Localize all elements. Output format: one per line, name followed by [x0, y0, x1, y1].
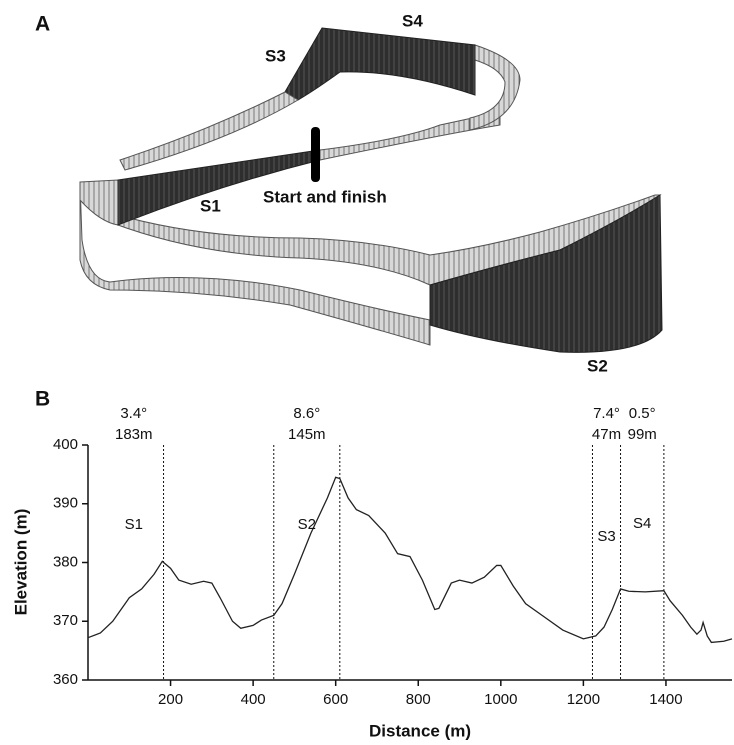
x-axis-label: Distance (m)	[369, 721, 471, 740]
panel-label: A	[35, 13, 50, 36]
x-tick-label: 1400	[649, 691, 682, 708]
section-label: S3	[265, 46, 286, 65]
x-tick-label: 1000	[484, 691, 517, 708]
y-tick-label: 370	[53, 612, 78, 629]
panel-label: B	[35, 388, 50, 411]
section-name: S1	[125, 516, 143, 533]
section-label: S2	[587, 356, 608, 375]
x-tick-label: 400	[241, 691, 266, 708]
x-tick-label: 200	[158, 691, 183, 708]
start-finish-label: Start and finish	[263, 187, 387, 206]
x-tick-label: 600	[323, 691, 348, 708]
section-grade: 8.6°	[293, 405, 320, 422]
section-length: 183m	[115, 426, 153, 443]
section-grade: 0.5°	[629, 405, 656, 422]
section-length: 99m	[628, 426, 657, 443]
start-finish-marker	[311, 127, 320, 182]
section-grade: 7.4°	[593, 405, 620, 422]
section-length: 47m	[592, 426, 621, 443]
y-tick-label: 360	[53, 671, 78, 688]
section-name: S3	[597, 528, 615, 545]
y-axis-label: Elevation (m)	[11, 509, 30, 616]
section-name: S4	[633, 515, 651, 532]
section-label: S4	[402, 11, 423, 30]
section-label: S1	[200, 196, 221, 215]
section-name: S2	[298, 516, 316, 533]
x-tick-label: 800	[406, 691, 431, 708]
section-grade: 3.4°	[120, 405, 147, 422]
y-tick-label: 390	[53, 495, 78, 512]
track-illustration	[79, 27, 663, 353]
elevation-line	[87, 476, 733, 644]
section-length: 145m	[288, 426, 326, 443]
y-tick-label: 380	[53, 553, 78, 570]
x-tick-label: 1200	[567, 691, 600, 708]
y-tick-label: 400	[53, 436, 78, 453]
